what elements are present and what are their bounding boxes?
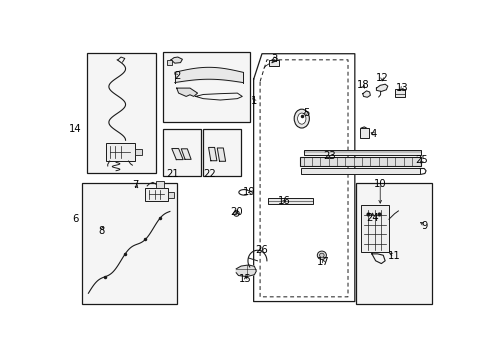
Text: 10: 10: [373, 179, 386, 189]
Polygon shape: [217, 148, 225, 161]
Text: 22: 22: [203, 169, 216, 179]
Polygon shape: [376, 84, 387, 91]
Polygon shape: [236, 265, 256, 276]
Text: 4: 4: [370, 129, 377, 139]
Bar: [145, 188, 168, 201]
Ellipse shape: [317, 251, 326, 260]
Text: 20: 20: [229, 207, 242, 217]
Bar: [163, 52, 249, 122]
Bar: [87, 53, 156, 174]
Polygon shape: [176, 88, 197, 96]
Text: 19: 19: [243, 187, 255, 197]
Polygon shape: [181, 149, 191, 159]
Text: 23: 23: [323, 151, 335, 161]
Bar: [268, 60, 279, 66]
Polygon shape: [208, 148, 217, 161]
Text: 15: 15: [239, 274, 251, 284]
Bar: [167, 60, 171, 66]
Ellipse shape: [319, 253, 324, 257]
Bar: [355, 183, 431, 304]
Text: 1: 1: [251, 96, 257, 107]
Bar: [156, 181, 164, 188]
Bar: [395, 89, 405, 97]
Text: 14: 14: [69, 124, 81, 134]
Bar: [359, 128, 368, 138]
Bar: [135, 149, 142, 156]
Text: 5: 5: [302, 108, 308, 118]
Polygon shape: [362, 91, 369, 97]
Polygon shape: [171, 149, 183, 159]
Text: 6: 6: [72, 214, 79, 224]
Text: 16: 16: [278, 196, 290, 206]
Text: 2: 2: [174, 72, 180, 81]
Text: 25: 25: [415, 155, 427, 165]
Text: 8: 8: [99, 226, 104, 236]
Text: 3: 3: [270, 54, 277, 64]
Polygon shape: [171, 57, 182, 63]
Text: 7: 7: [132, 180, 138, 190]
Ellipse shape: [297, 113, 305, 124]
Text: 26: 26: [255, 245, 268, 255]
Bar: [299, 157, 420, 166]
Text: 24: 24: [366, 213, 378, 223]
Text: 11: 11: [386, 251, 399, 261]
Bar: [105, 143, 135, 161]
Bar: [168, 192, 173, 198]
Text: 12: 12: [375, 73, 387, 82]
Bar: [300, 168, 419, 174]
Text: 21: 21: [166, 169, 179, 179]
Bar: [82, 183, 176, 304]
Bar: [163, 129, 200, 176]
Bar: [203, 129, 241, 176]
Bar: [267, 198, 312, 204]
Bar: [303, 150, 420, 155]
Text: 13: 13: [395, 82, 407, 93]
Text: 17: 17: [316, 257, 329, 267]
Ellipse shape: [294, 109, 309, 128]
Text: 18: 18: [356, 80, 368, 90]
Bar: [360, 205, 388, 252]
Text: 9: 9: [421, 221, 427, 231]
